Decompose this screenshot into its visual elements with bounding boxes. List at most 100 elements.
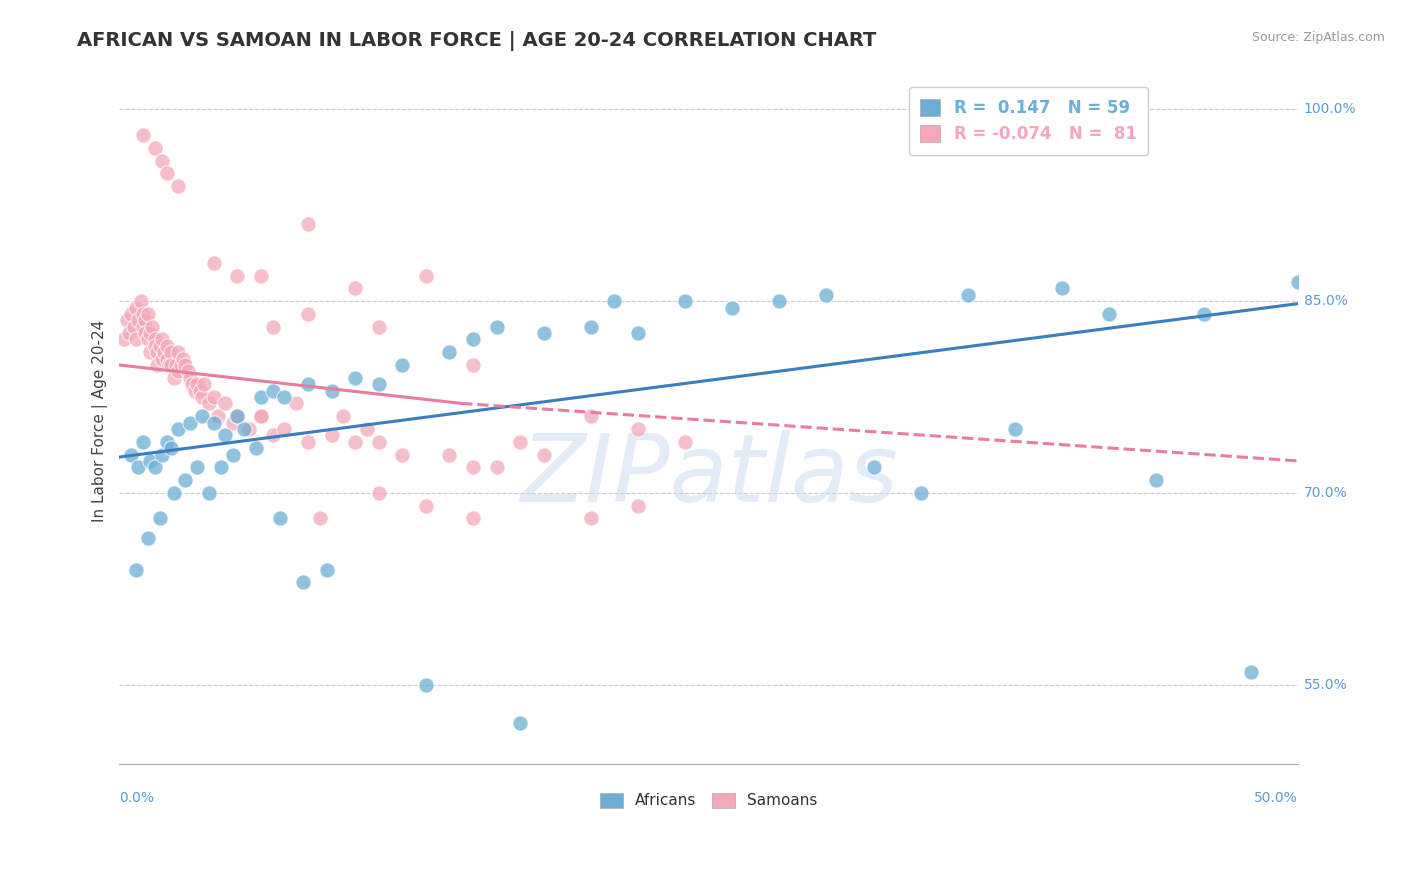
Point: [862, 460, 884, 475]
Point: [143, 460, 166, 475]
Point: [191, 390, 214, 404]
Point: [262, 384, 284, 398]
Point: [226, 409, 249, 424]
Point: [146, 358, 169, 372]
Point: [118, 326, 141, 340]
Point: [415, 677, 437, 691]
Point: [202, 416, 225, 430]
Point: [120, 307, 142, 321]
Point: [179, 371, 201, 385]
Point: [579, 319, 602, 334]
Point: [292, 575, 315, 590]
Point: [627, 422, 650, 436]
Point: [167, 422, 190, 436]
Point: [120, 448, 142, 462]
Point: [485, 460, 508, 475]
Point: [367, 486, 389, 500]
Point: [193, 377, 215, 392]
Point: [139, 326, 162, 340]
Point: [391, 448, 413, 462]
Point: [125, 301, 148, 315]
Point: [673, 294, 696, 309]
Point: [910, 486, 932, 500]
Point: [143, 333, 166, 347]
Point: [141, 319, 163, 334]
Point: [167, 364, 190, 378]
Point: [163, 371, 186, 385]
Point: [321, 384, 343, 398]
Point: [285, 396, 308, 410]
Point: [163, 486, 186, 500]
Point: [356, 422, 378, 436]
Point: [207, 409, 229, 424]
Point: [160, 441, 183, 455]
Point: [579, 511, 602, 525]
Point: [1192, 307, 1215, 321]
Text: 85.0%: 85.0%: [1303, 294, 1347, 308]
Point: [273, 422, 295, 436]
Point: [209, 460, 232, 475]
Point: [177, 364, 200, 378]
Point: [315, 562, 337, 576]
Point: [125, 333, 148, 347]
Text: Source: ZipAtlas.com: Source: ZipAtlas.com: [1251, 31, 1385, 45]
Point: [297, 434, 319, 449]
Point: [1240, 665, 1263, 679]
Point: [146, 345, 169, 359]
Text: 0.0%: 0.0%: [120, 790, 155, 805]
Point: [367, 319, 389, 334]
Text: 55.0%: 55.0%: [1303, 678, 1347, 691]
Point: [157, 358, 180, 372]
Point: [132, 128, 155, 142]
Point: [485, 319, 508, 334]
Text: ZIPatlas: ZIPatlas: [520, 430, 897, 521]
Point: [143, 141, 166, 155]
Point: [160, 345, 183, 359]
Point: [202, 390, 225, 404]
Point: [139, 345, 162, 359]
Point: [186, 460, 208, 475]
Point: [439, 448, 461, 462]
Text: 100.0%: 100.0%: [1303, 103, 1357, 116]
Point: [509, 715, 531, 730]
Point: [184, 384, 207, 398]
Point: [150, 153, 173, 168]
Point: [221, 416, 243, 430]
Point: [461, 358, 484, 372]
Point: [214, 396, 236, 410]
Point: [415, 268, 437, 283]
Point: [214, 428, 236, 442]
Point: [344, 371, 367, 385]
Point: [112, 333, 135, 347]
Point: [170, 358, 193, 372]
Point: [155, 339, 177, 353]
Point: [297, 307, 319, 321]
Point: [250, 409, 273, 424]
Point: [221, 448, 243, 462]
Point: [439, 345, 461, 359]
Point: [132, 319, 155, 334]
Point: [250, 268, 273, 283]
Point: [115, 313, 138, 327]
Point: [238, 422, 260, 436]
Point: [134, 313, 156, 327]
Y-axis label: In Labor Force | Age 20-24: In Labor Force | Age 20-24: [93, 319, 108, 522]
Point: [233, 422, 256, 436]
Point: [533, 326, 555, 340]
Text: AFRICAN VS SAMOAN IN LABOR FORCE | AGE 20-24 CORRELATION CHART: AFRICAN VS SAMOAN IN LABOR FORCE | AGE 2…: [77, 31, 877, 51]
Point: [627, 326, 650, 340]
Point: [321, 428, 343, 442]
Point: [461, 333, 484, 347]
Point: [627, 499, 650, 513]
Point: [122, 319, 145, 334]
Point: [308, 511, 330, 525]
Point: [155, 166, 177, 180]
Point: [198, 486, 221, 500]
Point: [136, 531, 159, 545]
Point: [150, 333, 173, 347]
Point: [1098, 307, 1121, 321]
Point: [143, 339, 166, 353]
Point: [297, 218, 319, 232]
Point: [136, 307, 159, 321]
Point: [1050, 281, 1073, 295]
